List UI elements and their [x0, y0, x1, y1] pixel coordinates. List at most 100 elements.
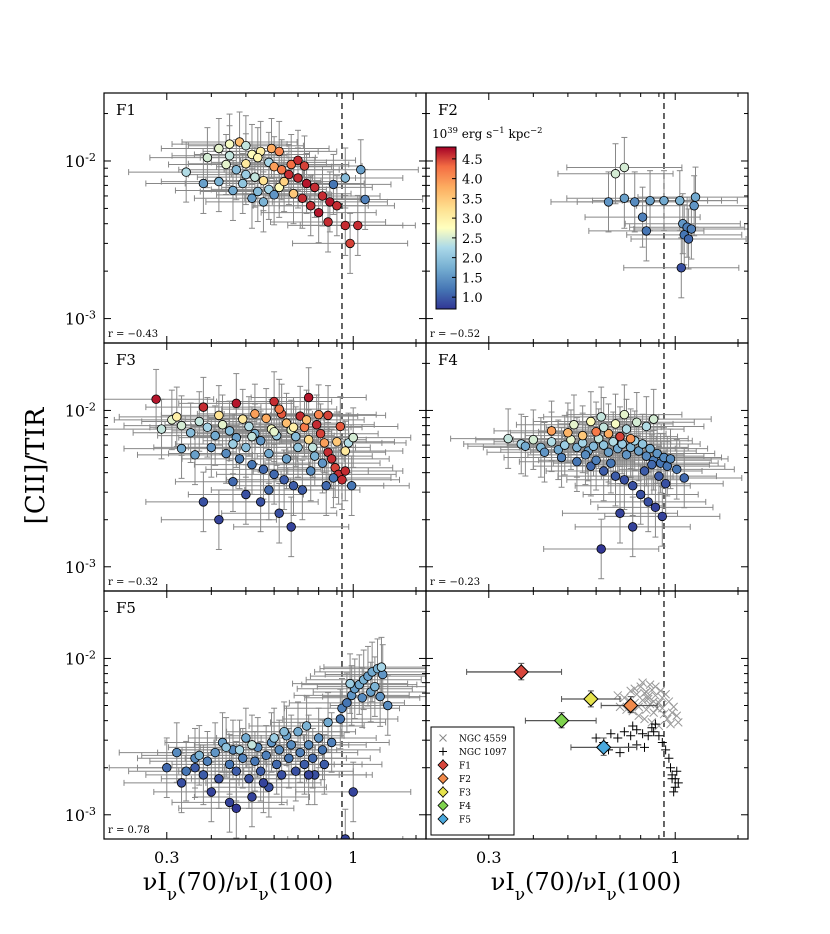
data-point	[630, 197, 640, 207]
data-point	[503, 433, 513, 444]
data-point	[641, 451, 652, 461]
colorbar-tick-label: 3.0	[462, 212, 483, 227]
y-axis-label: [CII]/TIR	[21, 406, 51, 524]
ngc4559-point	[626, 686, 636, 696]
data-point	[683, 234, 694, 244]
ngc4559-point	[666, 719, 675, 729]
data-point	[228, 185, 238, 196]
data-point	[610, 419, 621, 429]
data-point	[690, 192, 701, 202]
plot-area	[128, 93, 424, 343]
x-tick-label: 0.3	[154, 848, 179, 867]
ngc1097-point	[650, 719, 660, 729]
data-point	[202, 422, 213, 433]
ngc1097-point	[672, 766, 682, 776]
data-point	[637, 439, 648, 449]
data-point	[635, 489, 646, 500]
data-point	[376, 662, 387, 672]
data-point	[560, 440, 570, 450]
data-point	[619, 162, 630, 173]
data-point	[214, 515, 224, 525]
data-point	[214, 176, 224, 187]
plot-area	[466, 591, 683, 839]
data-point	[231, 803, 242, 814]
data-point	[255, 497, 266, 507]
data-point	[293, 173, 303, 183]
ngc1097-point	[628, 721, 638, 731]
data-point	[303, 392, 314, 403]
data-point	[198, 402, 209, 412]
data-point	[603, 197, 614, 207]
y-tick-label: 10-3	[65, 308, 96, 329]
data-point	[319, 438, 330, 448]
data-point	[231, 766, 242, 776]
data-point	[321, 481, 331, 491]
data-point	[546, 426, 557, 436]
data-point	[654, 471, 664, 481]
ngc4559-point	[640, 714, 649, 724]
data-point	[335, 714, 346, 724]
diamond-F4	[553, 712, 570, 729]
diamond-F3	[583, 691, 599, 707]
correlation-text: r = 0.78	[108, 825, 150, 836]
data-point	[214, 143, 224, 154]
data-point	[210, 430, 220, 441]
data-point	[297, 193, 308, 203]
data-point	[279, 475, 289, 485]
y-tick-label: 10-2	[65, 400, 96, 421]
data-point	[288, 422, 299, 433]
data-point	[247, 740, 257, 750]
data-point	[603, 447, 614, 457]
data-point	[297, 485, 308, 495]
data-point	[596, 412, 606, 422]
correlation-text: r = −0.23	[430, 577, 480, 588]
plot-area	[550, 93, 748, 343]
data-point	[156, 424, 167, 434]
data-point	[553, 445, 564, 455]
panel-F5: 10-2 10-3 0.3 1 F5 r = 0.78	[65, 590, 427, 867]
data-point	[346, 481, 357, 491]
colorbar-tick-label: 2.5	[462, 232, 483, 247]
data-point	[577, 430, 588, 441]
colorbar-tick-label: 1.0	[462, 291, 483, 306]
data-point	[210, 747, 220, 758]
data-point	[303, 434, 314, 445]
data-point	[641, 226, 652, 236]
data-point	[312, 420, 322, 430]
data-point	[588, 441, 599, 451]
data-point	[198, 497, 209, 507]
data-point	[224, 139, 235, 149]
ngc1097-point	[626, 731, 636, 741]
data-point	[224, 426, 235, 436]
plot-area	[104, 343, 412, 591]
data-point	[190, 763, 200, 773]
ngc4559-point	[673, 718, 683, 727]
data-point	[340, 173, 350, 183]
data-point	[221, 159, 231, 170]
data-point	[303, 770, 314, 780]
ngc1097-point	[639, 742, 649, 752]
data-point	[337, 475, 347, 485]
data-point	[660, 478, 671, 489]
data-point	[228, 477, 238, 487]
data-point	[625, 433, 636, 444]
data-point	[370, 681, 380, 692]
data-point	[217, 420, 228, 430]
panel-label: F4	[438, 351, 458, 369]
data-point	[241, 442, 251, 453]
data-point	[689, 201, 699, 211]
data-point	[299, 759, 310, 770]
ngc4559-point	[642, 705, 651, 715]
data-point	[665, 454, 676, 464]
data-point	[634, 446, 644, 456]
data-point	[563, 428, 573, 438]
ngc4559-point	[667, 708, 677, 718]
panel-label: F1	[116, 101, 136, 119]
data-point	[356, 165, 366, 175]
data-point	[375, 691, 385, 702]
data-point	[258, 197, 269, 207]
data-point	[325, 197, 335, 207]
data-point	[686, 224, 697, 234]
data-point	[328, 473, 339, 483]
legend-marker	[437, 772, 449, 785]
